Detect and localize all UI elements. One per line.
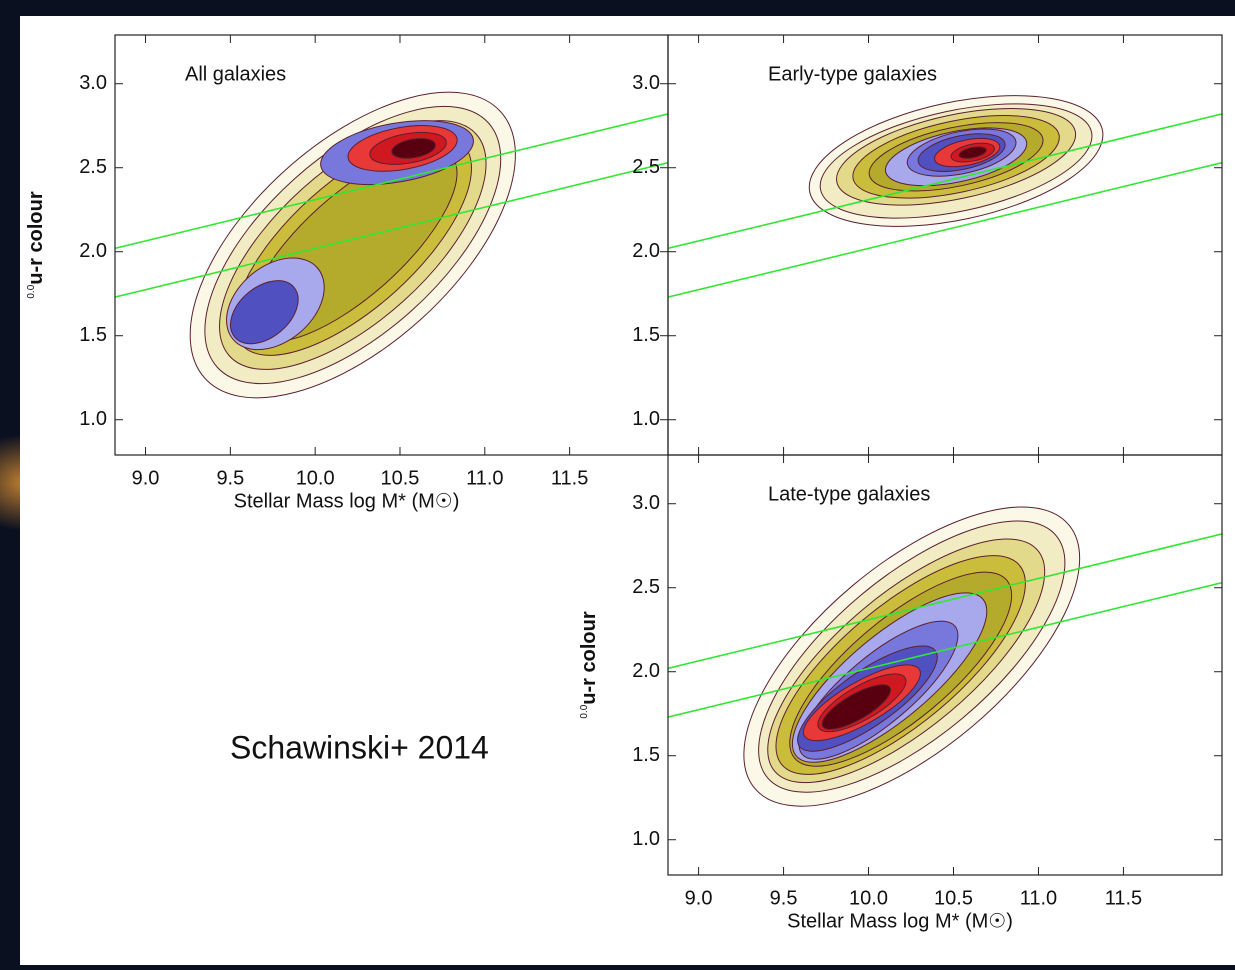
boundary-line: [115, 161, 668, 298]
chart: 9.0 9.5 10.0 10.5 11.0 11.5 1.0 1.5 2.0 2.5 3.0 All…: [25, 34, 669, 512]
y-axis-label: 0.0u-r colour: [578, 611, 600, 718]
y-tick-label: 3.0: [632, 72, 660, 94]
x-axis-label: Stellar Mass log M* (M☉): [787, 910, 1013, 932]
caption: Schawinski+ 2014: [230, 729, 489, 765]
y-tick-label: 1.0: [632, 828, 660, 850]
chart-title: All galaxies: [185, 63, 286, 85]
x-tick-label: 11.0: [1020, 887, 1057, 909]
contour-level: [230, 280, 299, 345]
x-tick-label: 9.0: [132, 467, 160, 489]
y-axis-label-text: u-r colour: [25, 191, 47, 285]
y-tick-label: 2.5: [632, 576, 660, 598]
y-tick-label: 1.0: [632, 408, 660, 430]
contour-level: [391, 138, 436, 159]
contours: [668, 506, 1222, 807]
contour-level: [958, 146, 987, 159]
y-tick-label: 2.0: [632, 240, 660, 262]
y-tick-label: 1.5: [632, 744, 660, 766]
contours: [668, 95, 1222, 298]
y-axis-label-prefix: 0.0: [579, 704, 590, 718]
chart-title: Early-type galaxies: [768, 63, 937, 85]
y-tick-label: 1.5: [79, 324, 107, 346]
x-tick-label: 10.5: [381, 467, 420, 489]
boundary-line: [115, 113, 668, 250]
chart: 1.0 1.5 2.0 2.5 3.0 Early-type galaxies: [632, 34, 1223, 456]
boundary-line: [668, 113, 1222, 250]
x-tick-label: 9.0: [685, 887, 713, 909]
y-tick-label: 2.5: [632, 156, 660, 178]
boundary-line: [668, 533, 1222, 670]
y-axis-label-prefix: 0.0: [26, 284, 37, 298]
x-tick-label: 11.0: [466, 467, 503, 489]
chart-title: Late-type galaxies: [768, 483, 930, 505]
y-tick-label: 2.0: [632, 660, 660, 682]
x-tick-label: 10.5: [934, 887, 973, 909]
boundary-line: [668, 161, 1222, 298]
y-tick-label: 1.5: [632, 324, 660, 346]
boundary-line: [668, 581, 1222, 718]
x-tick-label: 9.5: [216, 467, 244, 489]
plots: 9.0 9.5 10.0 10.5 11.0 11.5 1.0 1.5 2.0 2.5 3.0 All…: [25, 34, 1223, 932]
contours: [115, 91, 668, 399]
x-tick-label: 10.0: [849, 887, 888, 909]
plot-frame: [667, 454, 1223, 876]
y-axis-label: 0.0u-r colour: [25, 191, 47, 298]
x-tick-label: 9.5: [770, 887, 798, 909]
x-tick-label: 10.0: [296, 467, 335, 489]
y-tick-label: 2.0: [79, 240, 107, 262]
x-axis-label: Stellar Mass log M* (M☉): [234, 490, 460, 512]
x-tick-label: 11.5: [1105, 887, 1142, 909]
y-axis-label-text: u-r colour: [578, 611, 600, 705]
y-tick-label: 1.0: [79, 408, 107, 430]
chart: 9.0 9.5 10.0 10.5 11.0 11.5 1.0 1.5 2.0 2.5 3.0 Lat…: [578, 454, 1223, 932]
x-tick-label: 11.5: [551, 467, 588, 489]
contour-level: [821, 684, 892, 730]
y-tick-label: 2.5: [79, 156, 107, 178]
y-tick-label: 3.0: [632, 492, 660, 514]
y-tick-label: 3.0: [79, 72, 107, 94]
